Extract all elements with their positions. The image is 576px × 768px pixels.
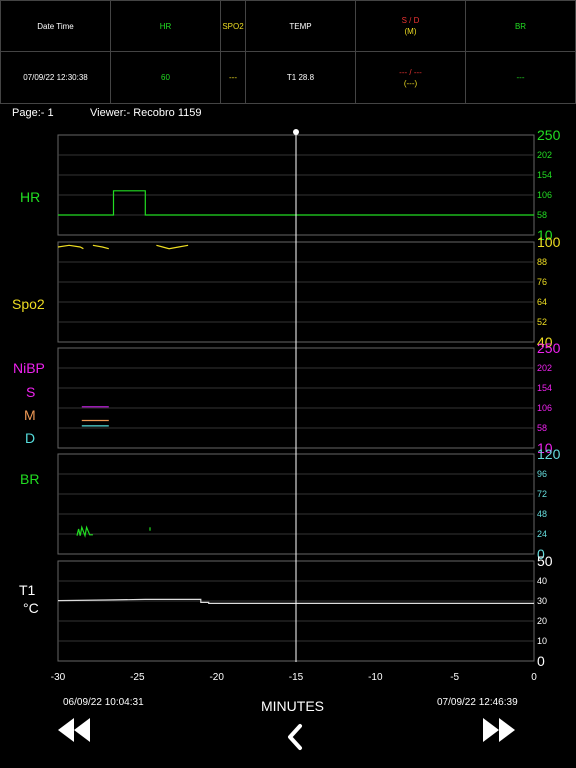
y-tick-label: 96 bbox=[537, 469, 547, 479]
y-tick-label: 120 bbox=[537, 446, 561, 462]
vitals-table: Date Time HR SPO2 TEMP S / D (M) BR 07/09… bbox=[0, 0, 576, 104]
y-tick-label: 202 bbox=[537, 363, 552, 373]
x-tick-label: -20 bbox=[209, 672, 224, 683]
y-tick-label: 10 bbox=[537, 636, 547, 646]
y-tick-label: 10 bbox=[537, 227, 553, 243]
label-systolic: S bbox=[26, 384, 36, 400]
series-line bbox=[92, 244, 109, 250]
y-tick-label: 72 bbox=[537, 489, 547, 499]
series-line bbox=[156, 244, 189, 250]
y-tick-label: 250 bbox=[537, 127, 561, 143]
label-spo2: Spo2 bbox=[12, 296, 45, 312]
y-tick-label: 0 bbox=[537, 546, 545, 562]
x-tick-label: -15 bbox=[289, 672, 304, 683]
page-number: Page:- 1 bbox=[12, 107, 54, 119]
back-button[interactable] bbox=[284, 722, 306, 752]
label-diastolic: D bbox=[25, 430, 36, 446]
y-tick-label: 250 bbox=[537, 340, 561, 356]
series-line bbox=[57, 598, 534, 605]
label-mean: M bbox=[24, 407, 36, 423]
series-line bbox=[76, 525, 93, 538]
x-tick-label: -30 bbox=[51, 672, 66, 683]
y-tick-label: 50 bbox=[537, 553, 553, 569]
axis-title: MINUTES bbox=[261, 698, 324, 714]
y-tick-label: 20 bbox=[537, 616, 547, 626]
label-br: BR bbox=[20, 471, 40, 487]
label-celsius: °C bbox=[23, 600, 39, 616]
time-cursor-handle bbox=[293, 129, 299, 135]
chevron-left-icon bbox=[288, 724, 302, 750]
fast-forward-icon bbox=[483, 718, 515, 742]
x-tick-label: -5 bbox=[450, 672, 459, 683]
viewer-name: Viewer:- Recobro 1159 bbox=[90, 107, 202, 119]
label-t1: T1 bbox=[19, 582, 36, 598]
label-nibp: NiBP bbox=[13, 360, 45, 376]
rewind-icon bbox=[58, 718, 90, 742]
x-tick-label: 0 bbox=[531, 672, 537, 683]
x-tick-label: -25 bbox=[130, 672, 145, 683]
y-tick-label: 76 bbox=[537, 277, 547, 287]
y-tick-label: 100 bbox=[537, 234, 561, 250]
y-tick-label: 48 bbox=[537, 509, 547, 519]
y-tick-label: 58 bbox=[537, 210, 547, 220]
series-line bbox=[58, 190, 534, 216]
y-tick-label: 40 bbox=[537, 334, 553, 350]
y-tick-label: 154 bbox=[537, 383, 552, 393]
y-tick-label: 106 bbox=[537, 403, 552, 413]
y-tick-label: 10 bbox=[537, 440, 553, 456]
y-tick-label: 58 bbox=[537, 423, 547, 433]
y-tick-label: 88 bbox=[537, 257, 547, 267]
x-tick-label: -10 bbox=[368, 672, 383, 683]
start-time: 06/09/22 10:04:31 bbox=[63, 697, 144, 708]
y-tick-label: 154 bbox=[537, 170, 552, 180]
y-tick-label: 52 bbox=[537, 317, 547, 327]
fast-forward-button[interactable] bbox=[481, 716, 517, 744]
label-hr: HR bbox=[20, 189, 41, 205]
y-tick-label: 30 bbox=[537, 596, 547, 606]
y-tick-label: 64 bbox=[537, 297, 547, 307]
y-tick-label: 40 bbox=[537, 576, 547, 586]
y-tick-label: 202 bbox=[537, 150, 552, 160]
y-tick-label: 24 bbox=[537, 529, 547, 539]
series-line bbox=[57, 244, 84, 250]
y-tick-label: 106 bbox=[537, 190, 552, 200]
rewind-button[interactable] bbox=[56, 716, 92, 744]
y-tick-label: 0 bbox=[537, 653, 545, 669]
end-time: 07/09/22 12:46:39 bbox=[437, 697, 518, 708]
